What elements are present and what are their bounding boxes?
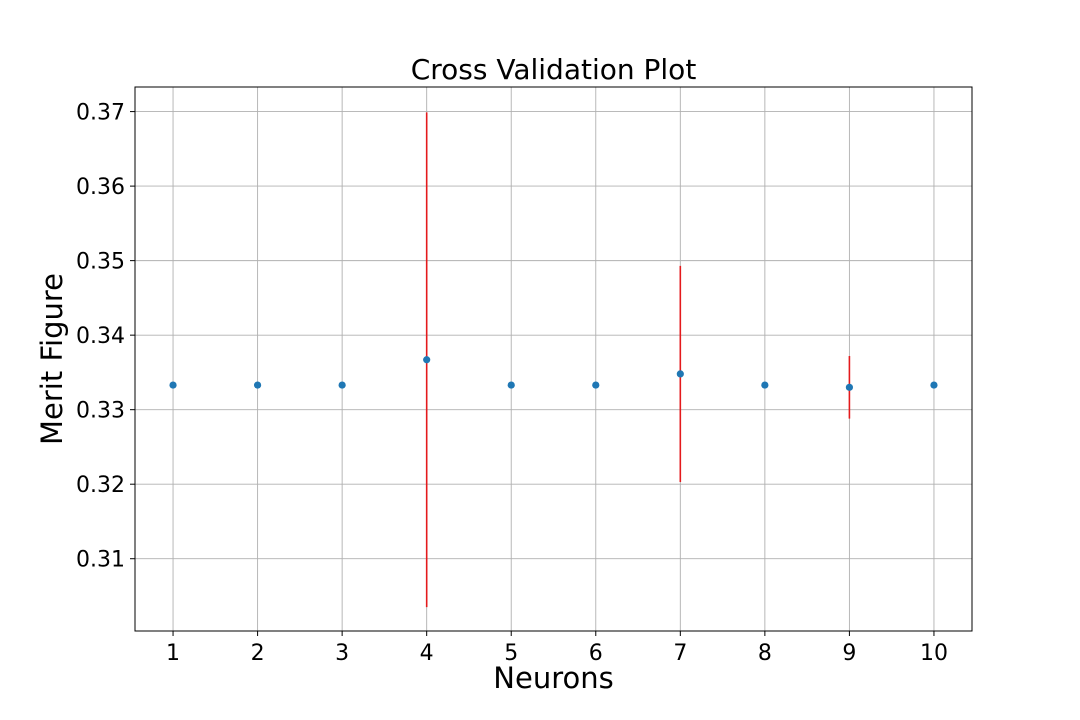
x-tick-label: 10	[920, 641, 948, 666]
y-tick-label: 0.35	[76, 250, 125, 275]
x-tick-label: 3	[335, 641, 349, 666]
y-axis-label: Merit Figure	[35, 273, 69, 445]
data-point	[676, 370, 684, 378]
data-point	[423, 356, 431, 364]
x-axis-ticks: 1 2 3 4 5 6 7 8 9 10	[166, 631, 948, 666]
data-point	[845, 383, 854, 391]
x-tick-label: 5	[504, 641, 518, 666]
y-tick-label: 0.32	[76, 473, 125, 498]
x-tick-label: 4	[420, 641, 434, 666]
data-point	[930, 381, 938, 389]
y-tick-label: 0.33	[76, 399, 125, 424]
y-tick-label: 0.31	[76, 548, 125, 573]
data-point	[592, 381, 600, 389]
data-point	[507, 381, 515, 389]
y-tick-label: 0.36	[76, 175, 125, 200]
x-tick-label: 7	[673, 641, 687, 666]
x-tick-label: 8	[758, 641, 772, 666]
y-tick-label: 0.37	[76, 101, 125, 126]
y-tick-label: 0.34	[76, 324, 125, 349]
y-axis-ticks: 0.31 0.32 0.33 0.34 0.35 0.36 0.37	[76, 101, 135, 573]
plot-area-frame	[134, 86, 973, 632]
data-points	[169, 356, 938, 391]
x-tick-label: 6	[589, 641, 603, 666]
x-tick-label: 9	[842, 641, 856, 666]
data-point	[761, 381, 769, 389]
data-point	[338, 381, 346, 389]
x-tick-label: 2	[251, 641, 265, 666]
chart-title: Cross Validation Plot	[411, 53, 697, 86]
data-point	[169, 381, 177, 389]
x-axis-label: Neurons	[493, 661, 613, 695]
data-point	[253, 381, 262, 389]
grid	[135, 87, 972, 631]
x-tick-label: 1	[166, 641, 180, 666]
